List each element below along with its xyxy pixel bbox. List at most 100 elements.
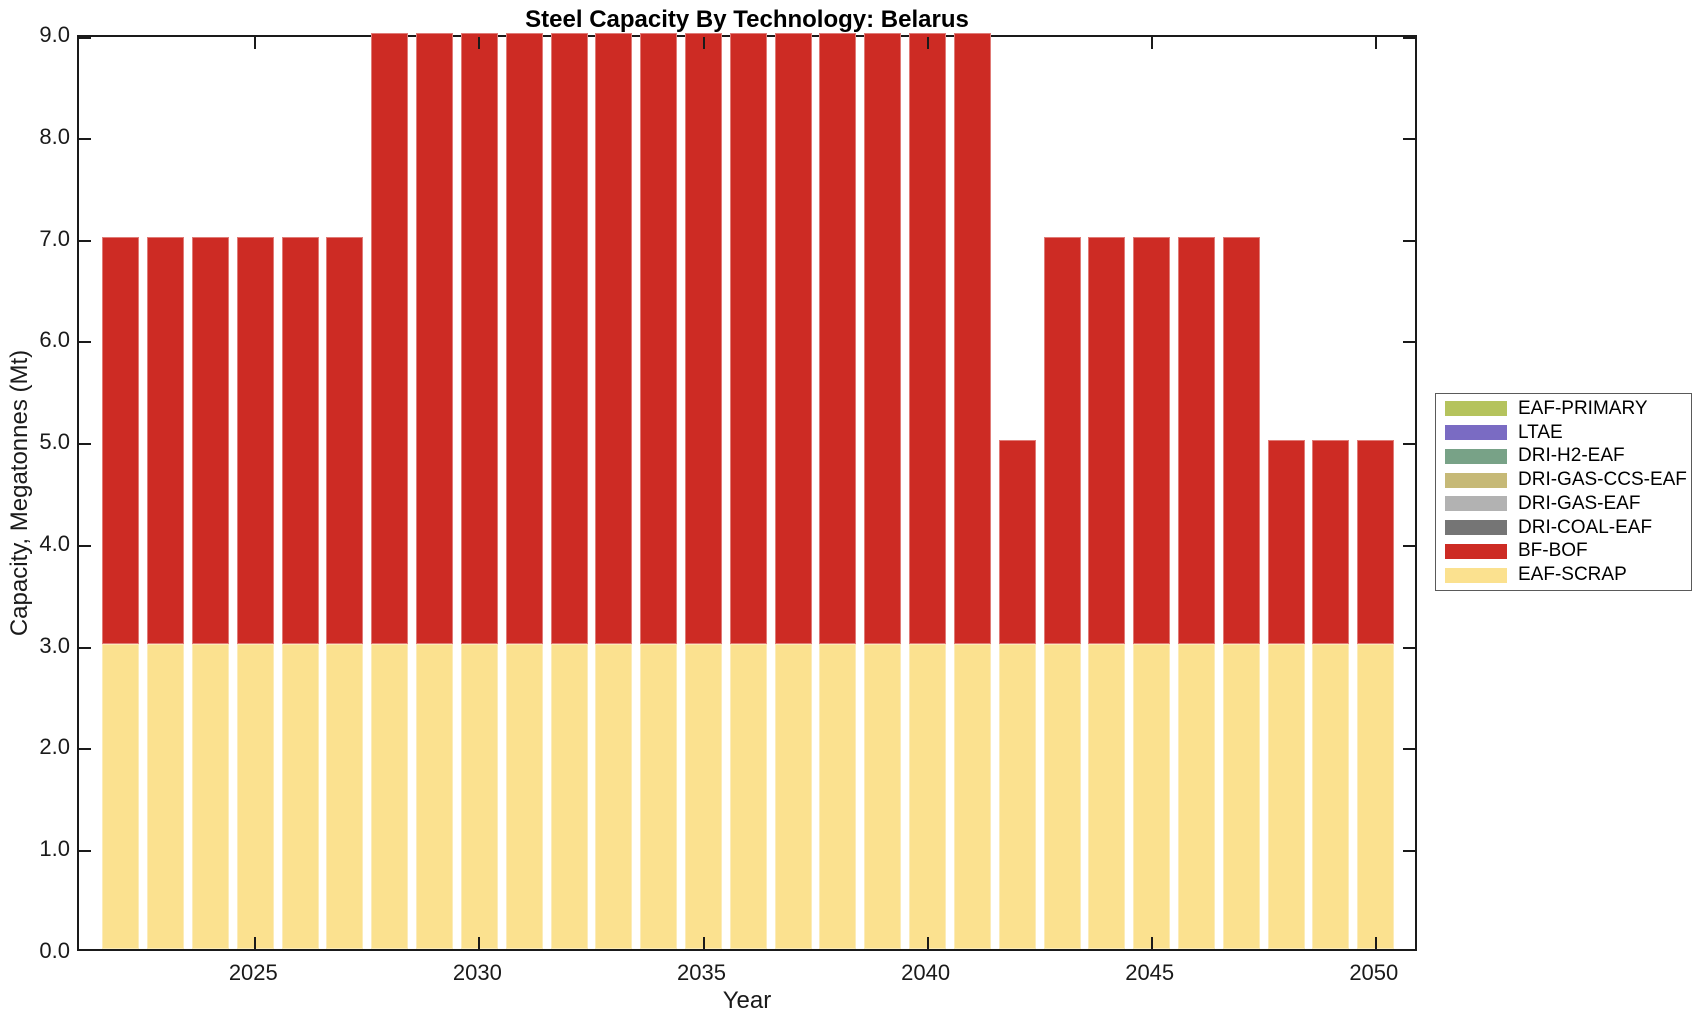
y-tick-mark xyxy=(1403,341,1415,344)
legend-item-dri-gas-ccs-eaf: DRI-GAS-CCS-EAF xyxy=(1436,469,1691,491)
x-tick-mark xyxy=(478,937,481,949)
x-tick-label: 2025 xyxy=(228,960,278,985)
bar-segment-eaf-scrap xyxy=(236,643,274,949)
y-tick-mark xyxy=(79,37,91,39)
bar-segment-bf-bof xyxy=(909,33,947,644)
x-tick-mark xyxy=(254,937,257,949)
bar-segment-bf-bof xyxy=(550,33,588,644)
y-tick-mark xyxy=(1403,137,1415,140)
y-tick-label: 0.0 xyxy=(39,938,70,963)
y-tick-mark xyxy=(79,443,91,446)
bar-segment-eaf-scrap xyxy=(640,643,678,949)
bar-segment-bf-bof xyxy=(819,33,857,644)
y-tick-mark xyxy=(1403,37,1415,39)
y-tick-label: 5.0 xyxy=(39,429,70,455)
legend-item-dri-coal-eaf: DRI-COAL-EAF xyxy=(1436,517,1691,539)
bar-segment-bf-bof xyxy=(685,33,722,644)
bar-segment-bf-bof xyxy=(1357,440,1395,644)
bar-segment-bf-bof xyxy=(729,33,767,644)
bar-segment-bf-bof xyxy=(640,33,678,644)
bar-segment-eaf-scrap xyxy=(953,643,991,949)
legend-swatch xyxy=(1445,496,1507,512)
legend-swatch xyxy=(1445,472,1507,488)
y-tick-mark xyxy=(1403,850,1415,853)
y-tick-mark xyxy=(1403,239,1415,242)
x-tick-mark xyxy=(1150,937,1153,949)
x-tick-mark xyxy=(926,37,929,49)
legend-swatch xyxy=(1445,448,1507,464)
x-tick-label: 2035 xyxy=(677,960,726,985)
y-tick-label: 9.0 xyxy=(39,22,70,47)
bar-segment-bf-bof xyxy=(371,33,409,644)
bar-segment-bf-bof xyxy=(236,236,274,644)
bar-segment-bf-bof xyxy=(147,236,185,644)
bar-segment-eaf-scrap xyxy=(1267,643,1305,949)
x-tick-mark xyxy=(254,37,257,49)
y-tick-label: 4.0 xyxy=(39,530,70,556)
bar-segment-eaf-scrap xyxy=(416,643,454,949)
legend-item-eaf-primary: EAF-PRIMARY xyxy=(1436,398,1691,420)
y-tick-mark xyxy=(79,544,91,547)
bar-segment-eaf-scrap xyxy=(909,643,947,949)
bar-segment-bf-bof xyxy=(998,440,1036,644)
y-tick-mark xyxy=(79,646,91,649)
y-tick-label: 8.0 xyxy=(39,123,70,149)
bar-segment-bf-bof xyxy=(953,33,991,644)
bar-segment-bf-bof xyxy=(595,33,633,644)
bar-segment-bf-bof xyxy=(281,236,319,644)
bar-segment-bf-bof xyxy=(864,33,902,644)
x-tick-label: 2045 xyxy=(1125,960,1175,985)
legend-label: BF-BOF xyxy=(1518,540,1588,562)
legend-label: DRI-COAL-EAF xyxy=(1518,516,1653,538)
y-tick-label: 1.0 xyxy=(39,836,70,862)
x-tick-label: 2050 xyxy=(1349,960,1399,985)
bar-segment-bf-bof xyxy=(1178,236,1216,644)
y-tick-mark xyxy=(1403,949,1415,951)
bar-segment-bf-bof xyxy=(102,236,140,644)
x-tick-label: 2030 xyxy=(452,960,502,985)
y-tick-label: 6.0 xyxy=(39,327,70,353)
y-tick-mark xyxy=(1403,443,1415,446)
legend-swatch xyxy=(1445,543,1507,559)
bar-segment-eaf-scrap xyxy=(1133,643,1171,949)
y-tick-mark xyxy=(79,239,91,242)
x-tick-mark xyxy=(926,937,929,949)
legend-label: EAF-SCRAP xyxy=(1518,564,1627,586)
legend-label: EAF-PRIMARY xyxy=(1518,397,1648,419)
legend-label: DRI-H2-EAF xyxy=(1518,445,1625,467)
bar-segment-eaf-scrap xyxy=(505,643,543,949)
bar-segment-eaf-scrap xyxy=(191,643,229,949)
bar-segment-bf-bof xyxy=(1043,236,1081,644)
bar-segment-bf-bof xyxy=(1267,440,1305,644)
bar-segment-eaf-scrap xyxy=(1222,643,1260,949)
legend-item-dri-gas-eaf: DRI-GAS-EAF xyxy=(1436,493,1691,515)
bar-segment-eaf-scrap xyxy=(864,643,902,949)
legend-swatch xyxy=(1445,425,1507,441)
legend-item-ltae: LTAE xyxy=(1436,422,1691,444)
bar-segment-eaf-scrap xyxy=(774,643,812,949)
x-tick-mark xyxy=(702,37,705,49)
x-tick-mark xyxy=(702,937,705,949)
bar-segment-eaf-scrap xyxy=(102,643,140,949)
legend-label: LTAE xyxy=(1518,421,1563,443)
bar-segment-bf-bof xyxy=(326,236,364,644)
legend-swatch xyxy=(1445,520,1507,536)
y-tick-mark xyxy=(79,850,91,853)
legend-item-eaf-scrap: EAF-SCRAP xyxy=(1436,564,1691,586)
legend-item-dri-h2-eaf: DRI-H2-EAF xyxy=(1436,445,1691,467)
chart-title: Steel Capacity By Technology: Belarus xyxy=(525,6,969,33)
x-tick-mark xyxy=(1374,937,1377,949)
legend: EAF-PRIMARY LTAE DRI-H2-EAF DRI-GAS-CCS-EAF… xyxy=(1435,393,1692,591)
bar-segment-bf-bof xyxy=(416,33,454,644)
x-tick-label: 2040 xyxy=(901,960,951,985)
bar-segment-bf-bof xyxy=(460,33,498,644)
bar-segment-bf-bof xyxy=(191,236,229,644)
bar-segment-eaf-scrap xyxy=(595,643,633,949)
y-tick-mark xyxy=(79,341,91,344)
y-tick-label: 3.0 xyxy=(39,632,70,658)
y-tick-mark xyxy=(79,949,91,951)
bar-segment-bf-bof xyxy=(1222,236,1260,644)
y-tick-mark xyxy=(1403,748,1415,751)
y-tick-label: 7.0 xyxy=(39,225,70,251)
